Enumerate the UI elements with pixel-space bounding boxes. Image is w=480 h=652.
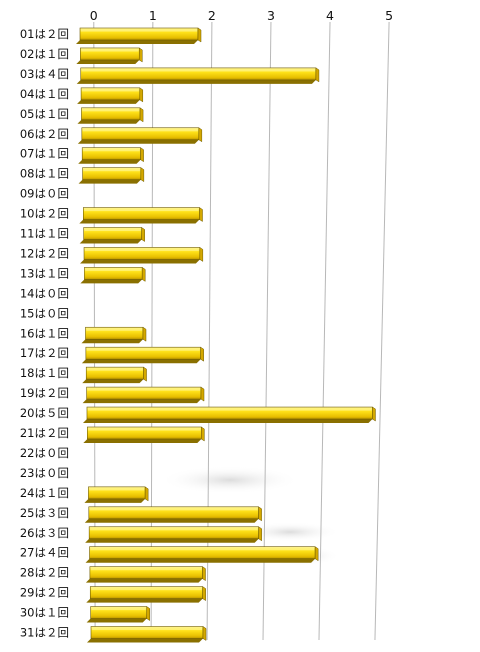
x-tick-label: 1 <box>149 8 157 23</box>
category-label: 07は１回 <box>20 147 69 161</box>
bar-4 <box>77 87 144 104</box>
bar-31 <box>87 626 207 643</box>
bar-3 <box>76 67 320 84</box>
bar-21 <box>83 426 205 443</box>
category-label: 17は２回 <box>20 346 69 360</box>
bar-12 <box>80 246 204 264</box>
bar-13 <box>80 266 146 284</box>
gridline-5 <box>374 21 390 641</box>
category-label: 16は１回 <box>20 326 69 340</box>
bar-11 <box>79 227 145 244</box>
bar-26 <box>85 526 262 543</box>
category-label: 19は２回 <box>20 386 69 400</box>
category-label: 23は０回 <box>20 466 69 480</box>
category-label: 28は２回 <box>20 566 69 580</box>
category-label: 03は４回 <box>20 67 69 81</box>
category-label: 08は１回 <box>20 167 69 181</box>
category-labels: 01は２回 02は１回 03は４回 04は１回 05は１回 06は２回 07は１回 08は１回… <box>20 27 69 640</box>
category-label: 29は２回 <box>20 586 69 600</box>
bar-16 <box>81 326 147 344</box>
category-label: 20は５回 <box>20 406 69 420</box>
x-tick-label: 3 <box>267 8 275 23</box>
category-label: 13は１回 <box>20 266 69 280</box>
category-label: 09は０回 <box>20 187 69 201</box>
bar-28 <box>85 566 206 583</box>
category-label: 05は１回 <box>20 107 69 121</box>
category-label: 04は１回 <box>20 87 69 101</box>
bar-6 <box>77 127 203 144</box>
bar-24 <box>84 486 149 503</box>
category-label: 21は２回 <box>20 426 69 440</box>
category-label: 12は２回 <box>20 246 69 260</box>
bar-19 <box>82 386 205 404</box>
x-tick-label: 0 <box>90 8 98 23</box>
bar-30 <box>86 606 150 623</box>
bar-2 <box>76 47 143 64</box>
bar-5 <box>77 107 144 124</box>
category-label: 22は０回 <box>20 446 69 460</box>
category-label: 26は３回 <box>20 526 69 540</box>
category-label: 02は１回 <box>20 47 69 61</box>
category-label: 14は０回 <box>20 286 69 300</box>
category-label: 10は２回 <box>20 207 69 221</box>
bar-20 <box>82 406 376 424</box>
bar-8 <box>78 167 145 184</box>
bar-10 <box>79 207 203 224</box>
category-label: 01は２回 <box>20 27 69 41</box>
bar-29 <box>86 586 206 603</box>
category-label: 25は３回 <box>20 506 69 520</box>
bar-18 <box>82 366 147 384</box>
category-label: 27は４回 <box>20 546 69 560</box>
x-tick-label: 2 <box>208 8 216 23</box>
x-tick-label: 5 <box>385 8 393 23</box>
bar-1 <box>76 27 202 44</box>
category-label: 06は２回 <box>20 127 69 141</box>
category-label: 31は２回 <box>20 626 69 640</box>
gridline-3 <box>262 21 272 641</box>
category-label: 24は１回 <box>20 486 69 500</box>
gridline-4 <box>318 21 331 641</box>
bar-17 <box>81 346 204 364</box>
category-label: 18は１回 <box>20 366 69 380</box>
bar-27 <box>85 546 319 563</box>
bar-25 <box>84 506 262 523</box>
category-label: 11は１回 <box>20 227 69 241</box>
category-label: 15は０回 <box>20 306 69 320</box>
bars <box>76 27 376 643</box>
x-tick-label: 4 <box>326 8 334 23</box>
category-label: 30は１回 <box>20 606 69 620</box>
bar-7 <box>78 147 144 164</box>
x-axis-ticks: 0 1 2 3 4 5 <box>90 8 393 23</box>
